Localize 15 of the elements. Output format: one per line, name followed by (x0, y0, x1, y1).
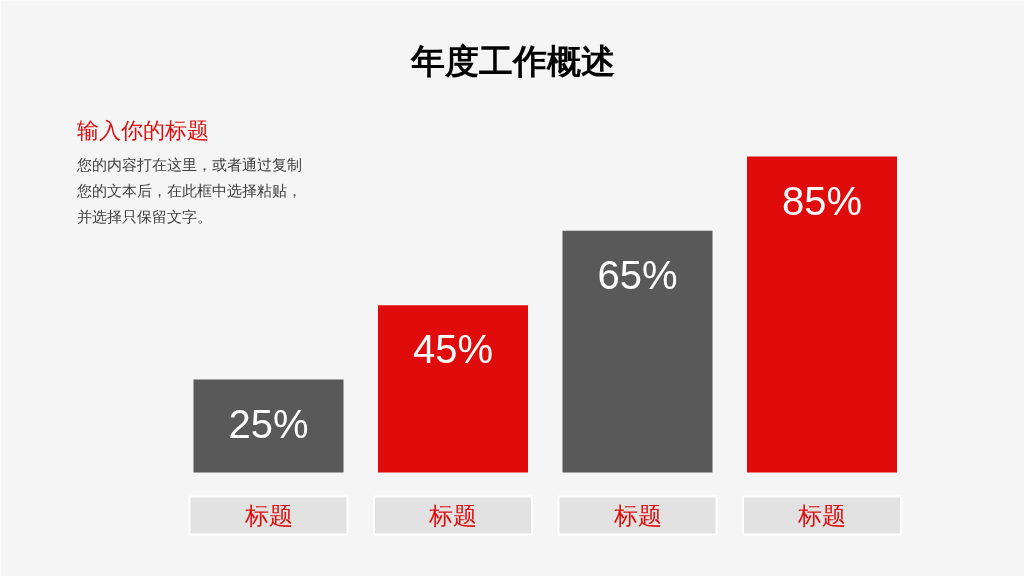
chart-subtitle: 输入你的标题 (76, 118, 209, 143)
bar (193, 379, 344, 473)
x-tick-label: 标题 (243, 501, 293, 530)
data-label: 65% (597, 252, 678, 297)
annotation: 您的内容打在这里，或者通过复制您的文本后，在此框中选择粘贴，并选择只保留文字。 (75, 155, 302, 226)
data-label: 45% (412, 327, 494, 372)
x-tick-label: 标题 (428, 501, 477, 530)
x-tick-label: 标题 (797, 501, 846, 530)
bar (562, 230, 713, 473)
bar (378, 305, 528, 473)
bar (747, 156, 897, 473)
data-label: 85% (781, 178, 863, 223)
data-label: 25% (228, 401, 309, 446)
x-tick-label: 标题 (612, 501, 662, 530)
chart-title: 年度工作概述 (409, 40, 615, 81)
